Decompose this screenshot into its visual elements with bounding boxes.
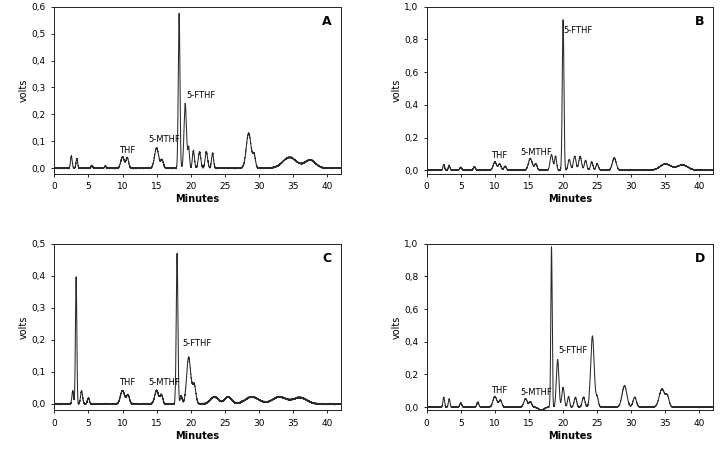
Text: 5-FTHF: 5-FTHF: [186, 91, 215, 100]
Text: THF: THF: [119, 146, 135, 155]
X-axis label: Minutes: Minutes: [548, 431, 592, 441]
Y-axis label: volts: volts: [392, 78, 401, 102]
Text: 5-MTHF: 5-MTHF: [148, 378, 180, 387]
Text: 5-MTHF: 5-MTHF: [521, 148, 552, 157]
Text: THF: THF: [492, 152, 508, 161]
Text: THF: THF: [119, 378, 135, 387]
Text: 5-FTHF: 5-FTHF: [558, 346, 588, 355]
Text: B: B: [694, 15, 704, 28]
Text: 5-FTHF: 5-FTHF: [182, 339, 212, 348]
Text: 5-FTHF: 5-FTHF: [564, 26, 593, 35]
X-axis label: Minutes: Minutes: [548, 193, 592, 204]
Text: D: D: [694, 252, 704, 265]
Y-axis label: volts: volts: [392, 315, 401, 339]
Text: 5-MTHF: 5-MTHF: [521, 388, 552, 397]
Y-axis label: volts: volts: [19, 315, 29, 339]
Text: A: A: [322, 15, 332, 28]
Y-axis label: volts: volts: [19, 78, 29, 102]
Text: THF: THF: [492, 386, 508, 395]
Text: C: C: [322, 252, 332, 265]
X-axis label: Minutes: Minutes: [175, 431, 219, 441]
X-axis label: Minutes: Minutes: [175, 193, 219, 204]
Text: 5-MTHF: 5-MTHF: [148, 135, 180, 144]
